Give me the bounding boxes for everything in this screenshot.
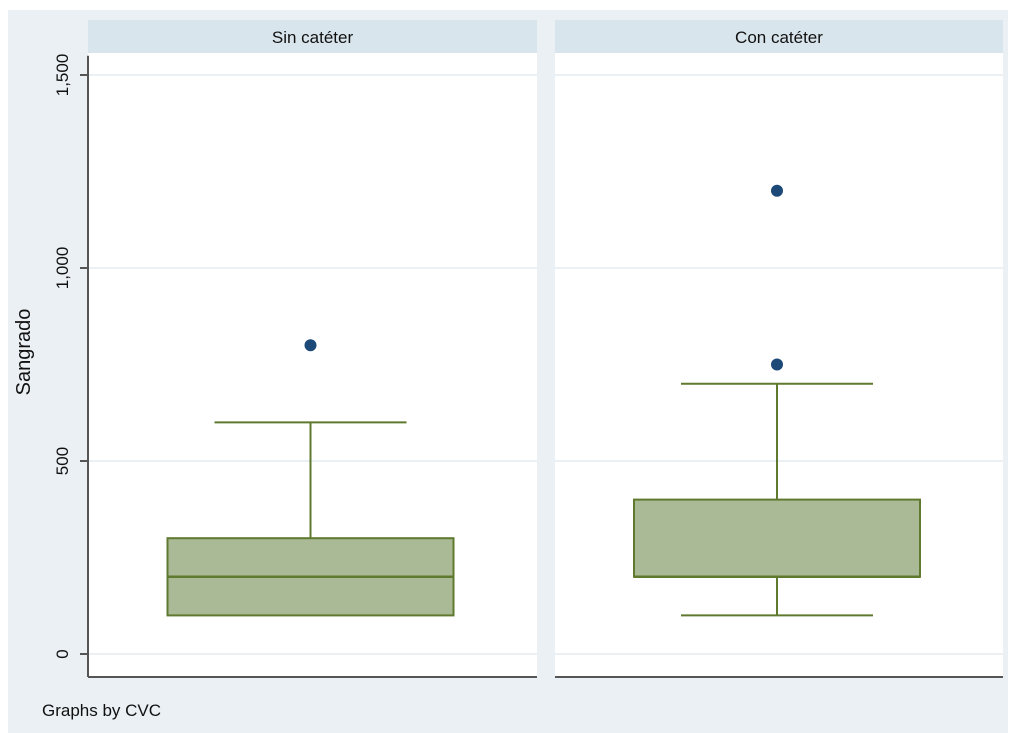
y-tick-label: 0 <box>53 649 72 658</box>
iqr-box <box>633 498 921 578</box>
y-axis: 0 500 1,000 1,500 <box>53 54 89 677</box>
y-axis-title: Sangrado <box>13 309 35 396</box>
graphs-by-note: Graphs by CVC <box>42 701 161 720</box>
panel-header <box>555 20 1003 53</box>
panel-title: Con catéter <box>735 28 823 47</box>
outlier-point <box>304 339 317 352</box>
panel-1: Sin catéter <box>88 20 537 678</box>
outlier-point <box>771 184 783 197</box>
panel-header <box>88 20 537 53</box>
outlier-point <box>771 358 783 371</box>
panel-title: Sin catéter <box>272 28 354 47</box>
y-tick-label: 500 <box>53 447 72 475</box>
panel-2: Con catéter <box>555 20 1003 678</box>
y-tick-label: 1,000 <box>53 247 72 290</box>
y-tick-label: 1,500 <box>53 54 72 97</box>
panels: Sin catéter Con catéter <box>88 20 1003 678</box>
